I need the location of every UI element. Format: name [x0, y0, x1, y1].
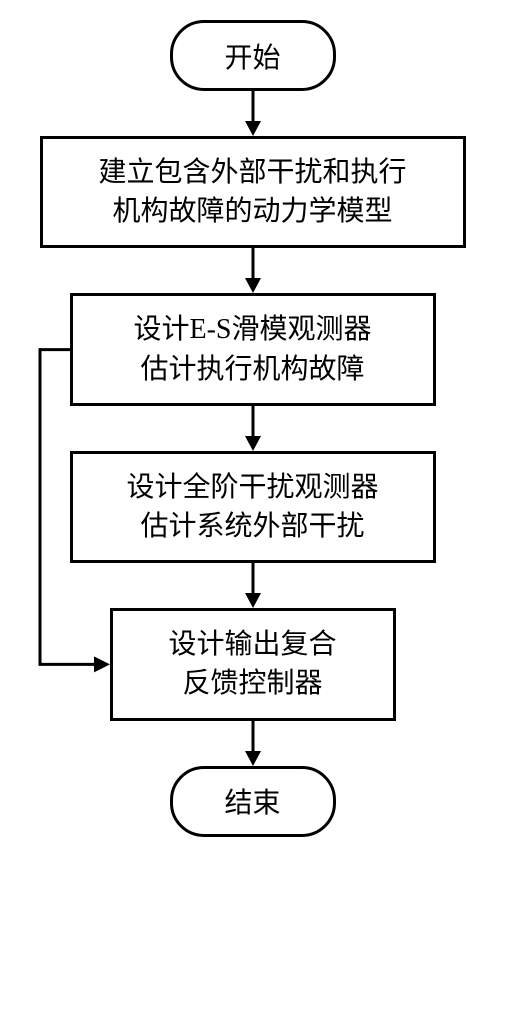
end-label: 结束 — [224, 781, 280, 821]
n1-node: 建立包含外部干扰和执行 机构故障的动力学模型 — [40, 136, 466, 248]
n4-line1: 设计输出复合 — [168, 625, 336, 664]
arrow-n3-to-n4 — [238, 563, 268, 608]
start-node: 开始 — [170, 20, 336, 91]
end-node: 结束 — [170, 766, 336, 837]
arrow-n4-to-end — [238, 721, 268, 766]
n3-line2: 估计系统外部干扰 — [126, 507, 378, 546]
n1-line1: 建立包含外部干扰和执行 — [98, 153, 406, 192]
n1-line2: 机构故障的动力学模型 — [98, 192, 406, 231]
n2-line1: 设计E-S滑模观测器 — [133, 310, 371, 349]
n4-line2: 反馈控制器 — [168, 664, 336, 703]
flowchart-container: 开始 建立包含外部干扰和执行 机构故障的动力学模型 设计E-S滑模观测器 估计执… — [33, 20, 473, 837]
arrow-n2-to-n3 — [238, 406, 268, 451]
arrow-n1-to-n2 — [238, 248, 268, 293]
n3-node: 设计全阶干扰观测器 估计系统外部干扰 — [70, 451, 436, 563]
n4-node: 设计输出复合 反馈控制器 — [110, 608, 396, 720]
n3-line1: 设计全阶干扰观测器 — [126, 468, 378, 507]
n2-line2: 估计执行机构故障 — [133, 350, 371, 389]
arrow-start-to-n1 — [238, 91, 268, 136]
start-label: 开始 — [224, 36, 280, 76]
n2-node: 设计E-S滑模观测器 估计执行机构故障 — [70, 293, 436, 405]
